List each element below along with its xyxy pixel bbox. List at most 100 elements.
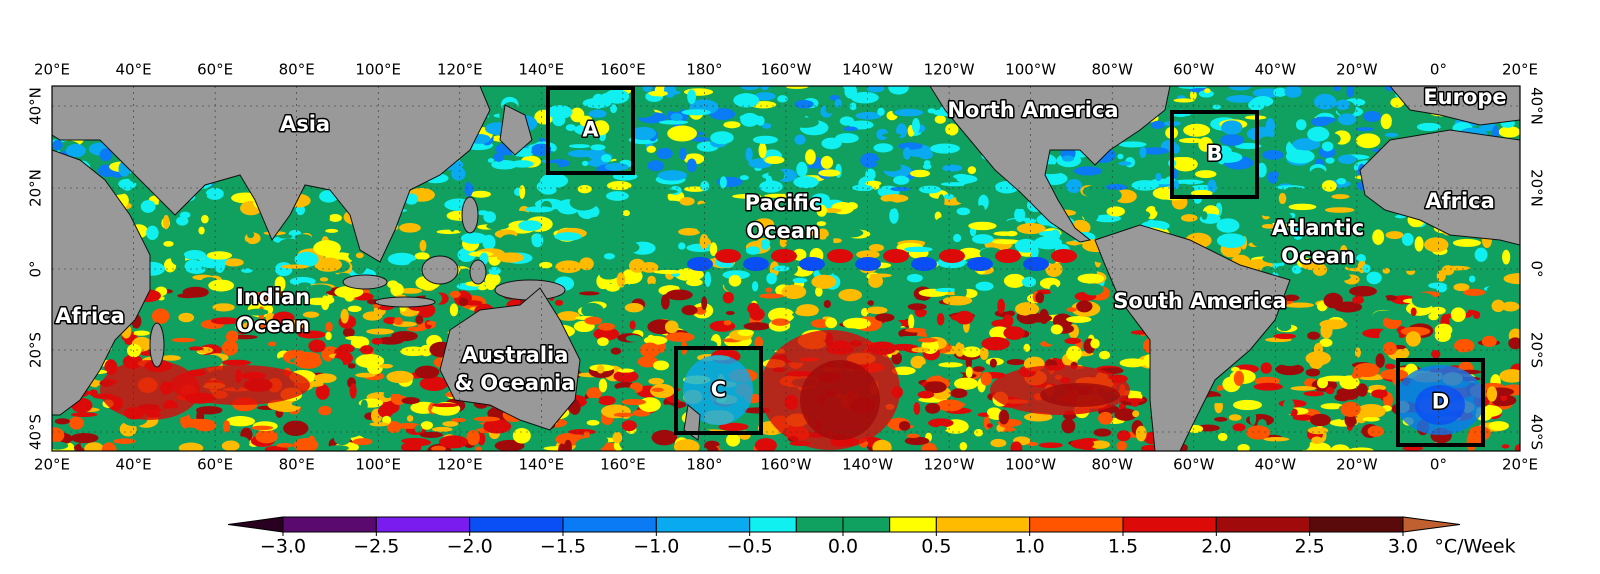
colorbar-tick-label: 3.0 — [1388, 536, 1418, 558]
colorbar-segment — [562, 516, 657, 533]
region-label: Ocean — [1281, 244, 1355, 268]
colorbar-segment — [795, 516, 844, 533]
lon-label: 100°E — [355, 456, 401, 474]
lon-label: 20°W — [1336, 456, 1378, 474]
lat-label: 40°S — [27, 414, 45, 450]
colorbar-segment — [1215, 516, 1311, 533]
lon-label: 140°W — [842, 456, 893, 474]
lon-label: 20°E — [1502, 61, 1538, 79]
colorbar-tick-label: −2.0 — [447, 536, 493, 558]
colorbar-tick-label: 0.0 — [828, 536, 858, 558]
lon-label: 80°W — [1092, 61, 1134, 79]
colorbar-segment — [282, 516, 377, 533]
lon-label: 120°E — [437, 61, 483, 79]
lon-label: 100°W — [1005, 456, 1056, 474]
lon-label: 60°E — [197, 456, 233, 474]
lat-label: 20°S — [27, 332, 45, 368]
colorbar-tick-label: −1.0 — [633, 536, 679, 558]
colorbar-extend-under — [227, 516, 284, 533]
lon-label: 120°E — [437, 456, 483, 474]
colorbar-extend-over — [1402, 516, 1461, 533]
colorbar-tick-label: 2.0 — [1201, 536, 1231, 558]
region-label: Indian — [236, 285, 310, 309]
region-label: Ocean — [746, 219, 820, 243]
lon-label: 140°E — [519, 456, 565, 474]
region-label: Africa — [1425, 189, 1495, 213]
lat-label: 40°S — [1528, 414, 1546, 450]
lon-label: 40°E — [116, 61, 152, 79]
box-label: B — [1206, 142, 1222, 166]
lon-label: 140°E — [519, 61, 565, 79]
lat-label: 40°N — [27, 87, 45, 125]
lat-label: 20°N — [27, 169, 45, 207]
lon-label: 0° — [1430, 456, 1447, 474]
box-label: D — [1432, 390, 1449, 414]
colorbar-tick-label: −0.5 — [727, 536, 773, 558]
lon-label: 80°E — [279, 456, 315, 474]
graticule — [52, 86, 1520, 451]
lat-label: 20°S — [1528, 332, 1546, 368]
lon-label: 60°W — [1173, 61, 1215, 79]
colorbar-segment — [1309, 516, 1404, 533]
colorbar-tick-label: −2.5 — [353, 536, 399, 558]
lon-label: 160°E — [600, 61, 646, 79]
lon-label: 160°W — [761, 61, 812, 79]
lon-label: 180° — [686, 61, 722, 79]
region-label: Africa — [55, 304, 125, 328]
colorbar-tick-label: 2.5 — [1295, 536, 1325, 558]
colorbar-segment — [375, 516, 471, 533]
colorbar-segment — [1029, 516, 1124, 533]
region-label: Europe — [1423, 85, 1506, 109]
region-label: Asia — [280, 112, 330, 136]
lon-label: 120°W — [924, 456, 975, 474]
lon-label: 20°W — [1336, 61, 1378, 79]
region-label: & Oceania — [455, 371, 576, 395]
region-box — [674, 346, 763, 435]
region-box — [1396, 358, 1485, 447]
lat-label: 40°N — [1528, 87, 1546, 125]
region-label: Australia — [462, 343, 569, 367]
lon-label: 160°W — [761, 456, 812, 474]
colorbar-tick-label: 1.5 — [1108, 536, 1138, 558]
lon-label: 40°E — [116, 456, 152, 474]
map-frame — [51, 85, 1521, 452]
colorbar-tick-label: −3.0 — [260, 536, 306, 558]
colorbar-segment — [889, 516, 937, 533]
lon-label: 120°W — [924, 61, 975, 79]
region-label: Ocean — [236, 313, 310, 337]
lon-label: 180° — [686, 456, 722, 474]
colorbar-tick-label: 1.0 — [1015, 536, 1045, 558]
lon-label: 80°W — [1092, 456, 1134, 474]
lon-label: 100°W — [1005, 61, 1056, 79]
lon-label: 100°E — [355, 61, 401, 79]
lon-label: 20°E — [1502, 456, 1538, 474]
box-label: C — [711, 378, 726, 402]
lon-label: 140°W — [842, 61, 893, 79]
region-label: North America — [947, 98, 1118, 122]
lon-label: 40°W — [1255, 456, 1297, 474]
region-label: Atlantic — [1272, 216, 1364, 240]
lon-label: 20°E — [34, 61, 70, 79]
colorbar-segment — [655, 516, 751, 533]
region-label: South America — [1113, 289, 1286, 313]
colorbar-segment — [842, 516, 891, 533]
colorbar-unit: °C/Week — [1434, 536, 1515, 558]
lon-label: 0° — [1430, 61, 1447, 79]
colorbar-segment — [1122, 516, 1217, 533]
lat-label: 20°N — [1528, 169, 1546, 207]
lon-label: 60°E — [197, 61, 233, 79]
lon-label: 80°E — [279, 61, 315, 79]
lon-label: 20°E — [34, 456, 70, 474]
colorbar-tick-label: −1.5 — [540, 536, 586, 558]
lon-label: 60°W — [1173, 456, 1215, 474]
box-label: A — [582, 118, 599, 142]
region-box — [1170, 110, 1259, 199]
lon-label: 160°E — [600, 456, 646, 474]
region-box — [546, 86, 635, 175]
colorbar-segment — [469, 516, 564, 533]
colorbar-tick-label: 0.5 — [921, 536, 951, 558]
colorbar-segment — [749, 516, 797, 533]
lon-label: 40°W — [1255, 61, 1297, 79]
land — [52, 86, 1520, 451]
